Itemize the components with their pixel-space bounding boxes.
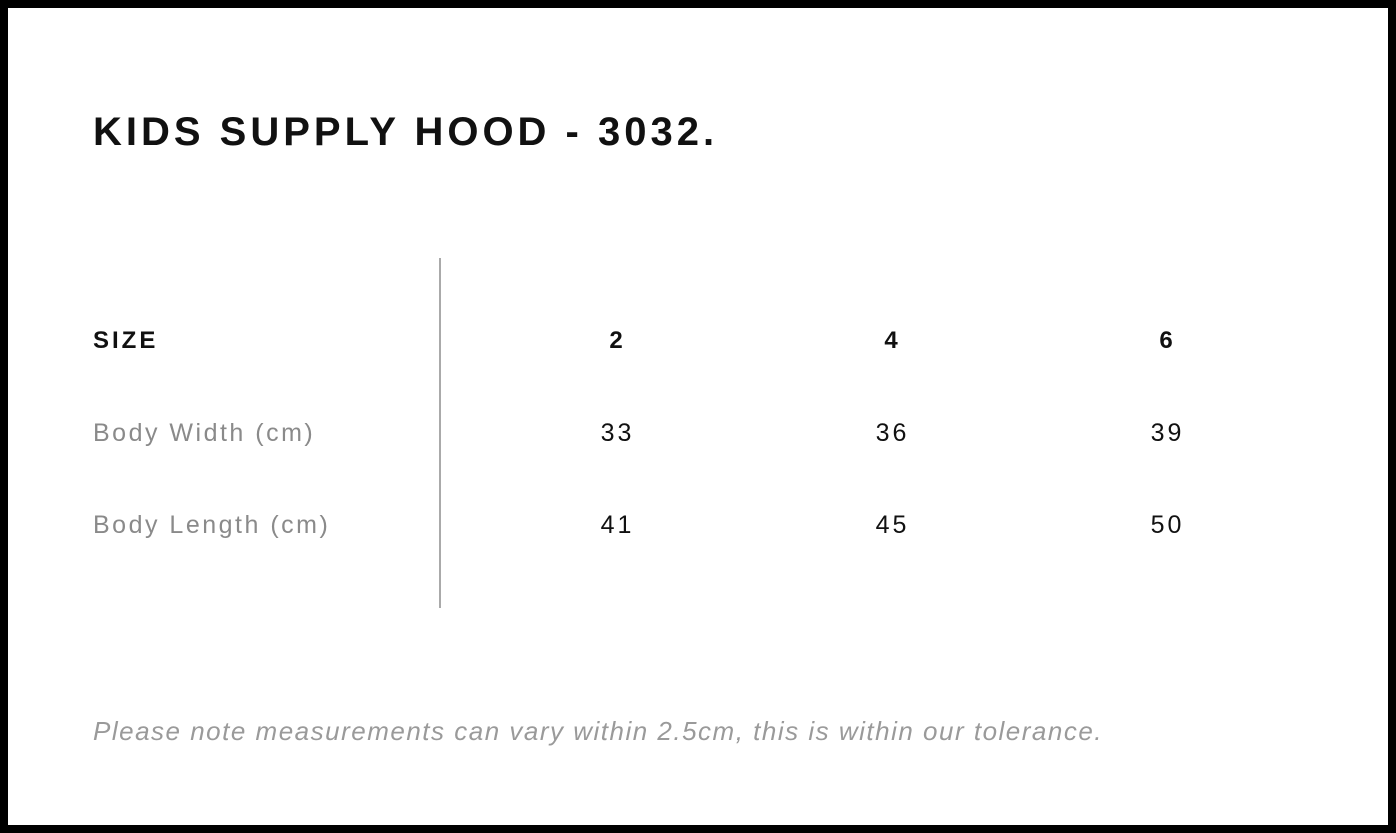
size-column-header-4: 4 <box>884 327 901 354</box>
size-table: SIZE 2 4 6 Body Width (cm) 33 36 39 Body… <box>93 321 1305 545</box>
body-width-size-6-value: 39 <box>1150 418 1185 447</box>
size-column-header-2: 2 <box>609 327 626 354</box>
table-row-body-width: Body Width (cm) 33 36 39 <box>93 413 1305 453</box>
table-vertical-divider <box>439 258 441 608</box>
page-title: KIDS SUPPLY HOOD - 3032. <box>93 110 719 154</box>
table-header-row: SIZE 2 4 6 <box>93 321 1305 361</box>
body-width-size-2-value: 33 <box>600 418 635 447</box>
size-header-label: SIZE <box>93 327 159 354</box>
table-row-body-length: Body Length (cm) 41 45 50 <box>93 505 1305 545</box>
body-length-size-2-value: 41 <box>600 510 635 539</box>
row-label-body-length: Body Length (cm) <box>93 510 331 539</box>
row-label-body-width: Body Width (cm) <box>93 418 316 447</box>
tolerance-note: Please note measurements can vary within… <box>93 716 1104 746</box>
body-length-size-6-value: 50 <box>1150 510 1185 539</box>
body-length-size-4-value: 45 <box>875 510 910 539</box>
size-column-header-6: 6 <box>1159 327 1176 354</box>
body-width-size-4-value: 36 <box>875 418 910 447</box>
